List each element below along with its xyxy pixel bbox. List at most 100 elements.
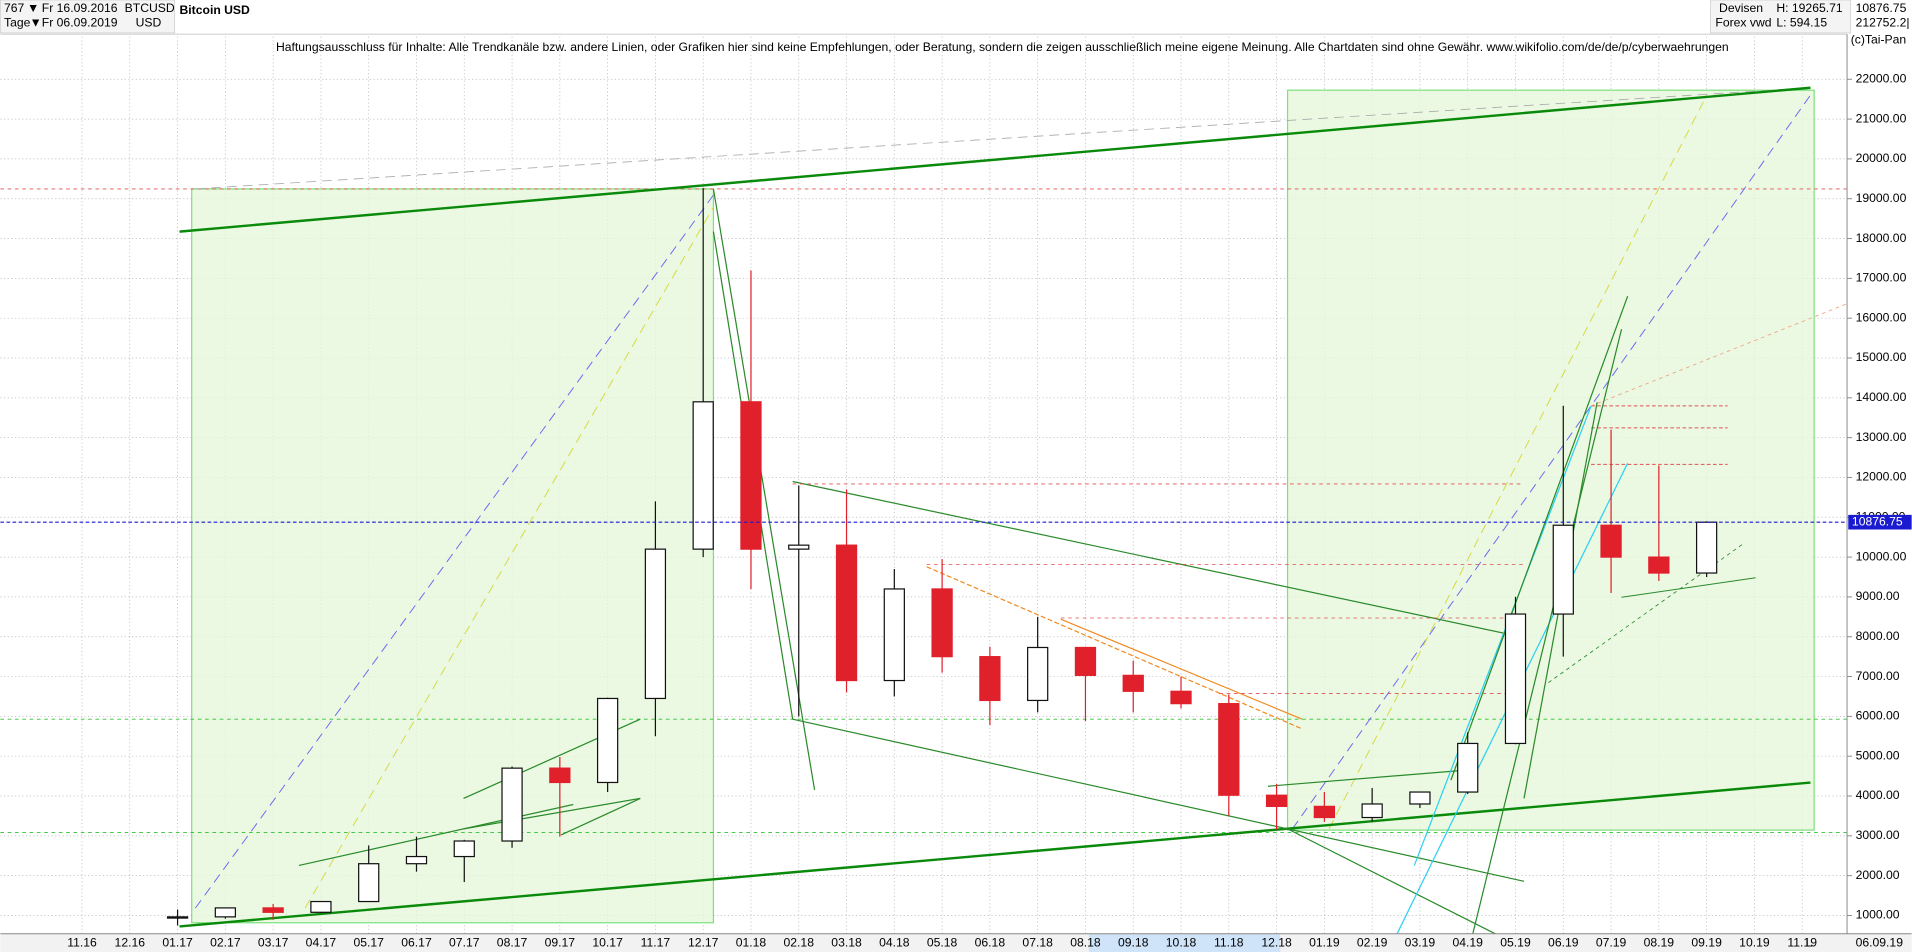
- x-tick-label: 03.19: [1405, 936, 1436, 950]
- currency: USD: [136, 15, 162, 29]
- bars-count[interactable]: 767: [4, 1, 25, 15]
- y-tick-label: 7000.00: [1856, 669, 1900, 683]
- x-tick-label: 02.19: [1357, 936, 1388, 950]
- y-tick-label: 5000.00: [1856, 748, 1900, 762]
- fan-line: [1292, 94, 1811, 830]
- x-tick-label: 01.18: [736, 936, 767, 950]
- y-tick-label: 22000.00: [1856, 71, 1907, 85]
- x-tick-label: 06.18: [975, 936, 1006, 950]
- market: Devisen: [1719, 1, 1763, 15]
- trend-line: [298, 803, 574, 867]
- trend-line: [560, 797, 641, 836]
- y-tick-label: 13000.00: [1856, 430, 1907, 444]
- current-price-marker: [1848, 514, 1912, 530]
- copyright: (c)Tai-Pan: [1851, 32, 1906, 46]
- candle-body: [692, 401, 714, 550]
- x-tick-label: 11.19: [1787, 936, 1817, 950]
- price-layer: [0, 188, 1848, 926]
- candle-body: [1027, 646, 1049, 702]
- y-tick-label: 2000.00: [1856, 868, 1900, 882]
- y-axis-area: [1847, 34, 1912, 934]
- x-tick-label: 12.16: [115, 936, 146, 950]
- end-date: Fr 06.09.2019: [42, 15, 118, 29]
- y-tick-label: 19000.00: [1856, 191, 1907, 205]
- last-price: 10876.75: [1856, 1, 1907, 15]
- trend-line: [463, 797, 641, 830]
- candle-body: [596, 697, 619, 784]
- y-tick-label: 16000.00: [1856, 310, 1907, 324]
- trend-line: [195, 87, 1811, 190]
- trend-line: [1621, 577, 1756, 598]
- candle-body: [788, 544, 810, 550]
- x-tick-label: 07.17: [449, 936, 480, 950]
- x-tick-label: 05.18: [927, 936, 958, 950]
- x-tick-label: 06.19: [1548, 936, 1579, 950]
- dropdown-arrow[interactable]: ▼: [27, 1, 39, 15]
- candle-body: [166, 916, 189, 919]
- y-tick-label: 14000.00: [1856, 390, 1907, 404]
- low-value: L: 594.15: [1776, 15, 1827, 29]
- x-tick-label: 11.18: [1214, 936, 1244, 950]
- chart-title: Bitcoin USD: [180, 3, 251, 17]
- y-tick-label: 10000.00: [1856, 549, 1907, 563]
- candle-body: [310, 900, 332, 913]
- x-tick-label: 12.17: [688, 936, 719, 950]
- symbol: BTCUSD: [125, 1, 175, 15]
- scale-mode[interactable]: L: [1806, 936, 1813, 950]
- y-tick-label: 6000.00: [1856, 709, 1900, 723]
- trend-line: [1060, 618, 1303, 720]
- y-tick-label: 8000.00: [1856, 629, 1900, 643]
- y-tick-label: 17000.00: [1856, 271, 1907, 285]
- x-tick-label: 09.17: [545, 936, 576, 950]
- disclaimer: Haftungsausschluss für Inhalte: Alle Tre…: [276, 40, 1729, 54]
- channel-line: [179, 781, 1811, 928]
- candle-body: [405, 855, 428, 865]
- axis-labels: 1000.00 2000.00 3000.00 4000.00 5000.00 6000.…: [67, 71, 1912, 950]
- zone-box: [191, 188, 715, 924]
- volume: 212752.2|: [1856, 15, 1910, 29]
- trend-line: [1413, 405, 1592, 866]
- x-tick-label: 04.17: [306, 936, 337, 950]
- x-tick-label: 09.19: [1691, 936, 1722, 950]
- trend-line: [1268, 769, 1464, 787]
- candle-body: [740, 401, 762, 550]
- candle-body: [1695, 521, 1718, 574]
- dropdown-arrow[interactable]: ▼: [30, 15, 42, 29]
- candle-body: [1457, 742, 1479, 793]
- x-tick-label: 02.17: [210, 936, 241, 950]
- y-tick-label: 21000.00: [1856, 111, 1907, 125]
- x-tick-label: 11.16: [67, 936, 97, 950]
- fan-line: [1328, 94, 1708, 830]
- info-box: [0, 0, 176, 34]
- x-tick-label: 01.19: [1309, 936, 1340, 950]
- y-tick-label: 20000.00: [1856, 151, 1907, 165]
- last-date: 06.09.19: [1856, 936, 1904, 950]
- fan-line: [194, 194, 714, 909]
- source: Forex vwd: [1715, 15, 1771, 29]
- candle-body: [835, 544, 858, 682]
- candle-body: [1074, 646, 1097, 676]
- candle-body: [214, 907, 237, 918]
- x-axis-area: [0, 933, 1912, 952]
- x-tick-label: 02.18: [784, 936, 815, 950]
- trend-line: [712, 188, 816, 790]
- trend-line: [792, 480, 1525, 639]
- y-tick-label: 3000.00: [1856, 828, 1900, 842]
- x-tick-label: 05.17: [353, 936, 384, 950]
- candle-body: [1170, 690, 1192, 705]
- candle-body: [644, 548, 667, 700]
- x-tick-label: 05.19: [1500, 936, 1531, 950]
- candle-body: [1218, 703, 1240, 796]
- y-tick-label: 18000.00: [1856, 231, 1907, 245]
- candle-body: [549, 767, 571, 784]
- high-value: H: 19265.71: [1776, 1, 1843, 15]
- trend-line: [792, 718, 1525, 882]
- candle-body: [1265, 794, 1288, 807]
- channel-line: [179, 86, 1811, 233]
- period[interactable]: Tage: [4, 15, 31, 29]
- fan-line: [304, 206, 714, 909]
- quote-box: [1710, 0, 1852, 34]
- candle-body: [1504, 613, 1527, 745]
- x-tick-label: 08.18: [1070, 936, 1101, 950]
